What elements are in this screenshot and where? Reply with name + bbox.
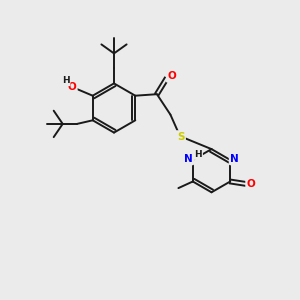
Text: N: N — [230, 154, 239, 164]
Text: O: O — [167, 71, 176, 81]
Text: H: H — [194, 150, 202, 159]
Text: N: N — [184, 154, 193, 164]
Text: O: O — [247, 179, 256, 189]
Text: H: H — [62, 76, 70, 85]
Text: O: O — [67, 82, 76, 92]
Text: S: S — [177, 132, 184, 142]
